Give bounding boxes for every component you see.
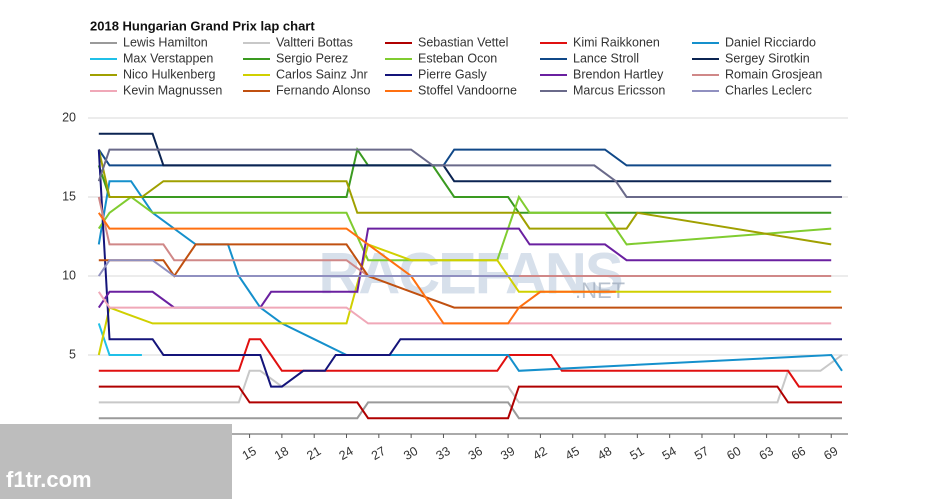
x-tick-label: 21 [304, 444, 323, 463]
x-tick-label: 36 [466, 444, 485, 463]
x-tick-label: 30 [401, 444, 420, 463]
legend-label: Daniel Ricciardo [725, 35, 816, 49]
driver-line [97, 291, 832, 325]
watermark: RACEFANS [318, 241, 621, 306]
y-tick-label: 10 [62, 268, 76, 282]
legend-label: Stoffel Vandoorne [418, 83, 517, 97]
driver-line [98, 132, 832, 183]
legend-label: Fernando Alonso [276, 83, 371, 97]
badge-text: f1tr.com [6, 467, 92, 492]
x-tick-label: 69 [821, 444, 840, 463]
driver-line [98, 354, 843, 404]
x-tick-label: 33 [434, 444, 453, 463]
watermark-suffix: .NET [575, 278, 625, 303]
y-tick-label: 15 [62, 189, 76, 203]
driver-line [97, 227, 832, 309]
badge-box [0, 424, 232, 499]
legend-label: Kevin Magnussen [123, 83, 222, 97]
driver-line [98, 243, 842, 309]
driver-line [98, 338, 842, 388]
legend-label: Nico Hulkenberg [123, 67, 215, 81]
legend-label: Sebastian Vettel [418, 35, 508, 49]
legend-label: Romain Grosjean [725, 67, 822, 81]
x-tick-label: 63 [757, 444, 776, 463]
driver-line [98, 401, 842, 420]
x-tick-label: 45 [563, 444, 582, 463]
chart-title: 2018 Hungarian Grand Prix lap chart [90, 18, 315, 33]
legend-label: Max Verstappen [123, 51, 213, 65]
legend-label: Kimi Raikkonen [573, 35, 660, 49]
x-tick-label: 42 [531, 444, 550, 463]
driver-line [97, 323, 142, 356]
legend-label: Marcus Ericsson [573, 83, 665, 97]
driver-line [98, 385, 842, 420]
x-tick-label: 15 [240, 444, 259, 463]
driver-line [97, 148, 832, 167]
x-tick-label: 60 [724, 444, 743, 463]
legend-label: Esteban Ocon [418, 51, 497, 65]
driver-line [97, 149, 832, 246]
x-tick-label: 48 [595, 444, 614, 463]
y-tick-label: 5 [69, 347, 76, 361]
driver-line [97, 149, 842, 388]
legend-label: Sergio Perez [276, 51, 348, 65]
legend-label: Sergey Sirotkin [725, 51, 810, 65]
x-tick-label: 66 [789, 444, 808, 463]
x-tick-label: 54 [660, 444, 679, 463]
x-tick-label: 51 [627, 444, 646, 463]
x-tick-label: 27 [369, 444, 388, 463]
legend-label: Charles Leclerc [725, 83, 812, 97]
legend-label: Carlos Sainz Jnr [276, 67, 368, 81]
legend-label: Lewis Hamilton [123, 35, 208, 49]
x-tick-label: 24 [337, 444, 356, 463]
driver-line [97, 259, 519, 277]
x-tick-label: 39 [498, 444, 517, 463]
legend-label: Pierre Gasly [418, 67, 488, 81]
driver-line [97, 148, 842, 198]
y-tick-label: 20 [62, 110, 76, 124]
legend-label: Brendon Hartley [573, 67, 664, 81]
legend-label: Lance Stroll [573, 51, 639, 65]
x-tick-label: 57 [692, 444, 711, 463]
legend-label: Valtteri Bottas [276, 35, 353, 49]
driver-line [97, 212, 616, 325]
x-tick-label: 18 [272, 444, 291, 463]
